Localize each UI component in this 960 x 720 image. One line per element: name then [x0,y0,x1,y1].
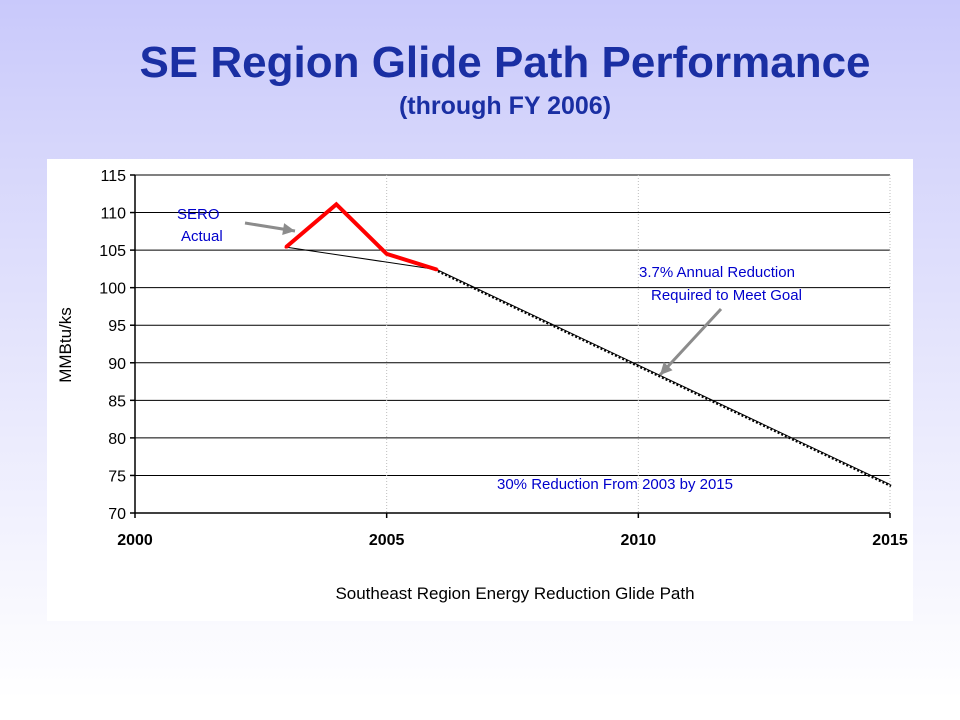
chart-panel: 70 75 80 85 90 95 100 105 110 115 2000 2005 2010 2015… [47,159,913,621]
y-tick-label: 85 [108,393,126,410]
annotation-annual-reduction-line1: 3.7% Annual Reduction [639,264,795,281]
annotation-thirty-percent-reduction: 30% Reduction From 2003 by 2015 [497,476,733,493]
y-tick-label: 115 [100,168,126,185]
arrow-to-sero-actual-head [282,223,295,236]
x-tick-label: 2005 [369,532,405,549]
sero-actual-point [334,202,338,206]
sero-actual-point [284,245,288,249]
y-tick-label: 90 [108,356,126,373]
annotation-annual-reduction-line2: Required to Meet Goal [651,287,802,304]
x-tick-label: 2000 [117,532,153,549]
arrow-to-glide-path [658,307,723,377]
x-axis-label: Southeast Region Energy Reduction Glide … [335,584,694,603]
annotation-sero-actual-line2: Actual [181,228,223,245]
axis-layer: 70 75 80 85 90 95 100 105 110 115 2000 2005 2010 2015 [99,168,908,549]
x-tick-label: 2015 [872,532,908,549]
glide-path-line [285,246,891,485]
slide-title: SE Region Glide Path Performance [139,38,871,87]
arrow-to-glide-path-head [660,362,673,375]
y-tick-label: 75 [108,468,126,485]
slide-subtitle: (through FY 2006) [398,92,612,120]
y-tick-label: 70 [108,506,126,523]
sero-actual-point [385,252,389,256]
grid-layer [135,174,891,513]
annotation-sero-actual-line1: SERO [177,206,220,223]
y-tick-label: 95 [108,318,126,335]
y-tick-label: 110 [100,206,126,223]
y-tick-label: 100 [99,281,126,298]
glide-path-dotted-line [437,270,892,488]
glide-path-chart: 70 75 80 85 90 95 100 105 110 115 2000 2005 2010 2015… [56,168,908,603]
y-tick-label: 105 [99,243,126,260]
sero-actual-line [284,201,438,272]
x-tick-label: 2010 [621,532,657,549]
sero-actual-point [435,268,439,272]
y-axis-label: MMBtu/ks [56,307,75,383]
arrow-layer [244,221,723,377]
series-layer [284,201,892,488]
y-tick-label: 80 [108,431,126,448]
